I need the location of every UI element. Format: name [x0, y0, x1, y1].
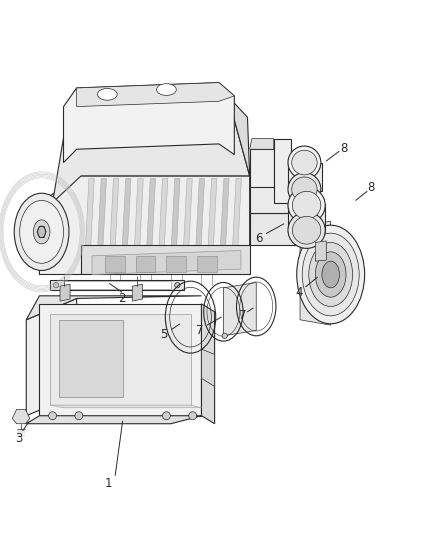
Ellipse shape — [38, 226, 46, 238]
Ellipse shape — [292, 216, 321, 244]
Ellipse shape — [175, 282, 180, 288]
Polygon shape — [197, 256, 217, 272]
Polygon shape — [50, 405, 201, 408]
Polygon shape — [59, 320, 123, 397]
Text: 7: 7 — [196, 324, 204, 337]
Polygon shape — [110, 179, 119, 248]
Polygon shape — [105, 256, 125, 272]
Ellipse shape — [33, 220, 50, 244]
Polygon shape — [26, 296, 201, 320]
Ellipse shape — [309, 243, 353, 306]
Polygon shape — [26, 416, 201, 424]
Ellipse shape — [288, 212, 325, 248]
Polygon shape — [288, 163, 322, 191]
Polygon shape — [12, 409, 30, 424]
Text: 8: 8 — [368, 181, 375, 194]
Polygon shape — [147, 179, 155, 248]
Ellipse shape — [20, 200, 64, 263]
Polygon shape — [250, 187, 302, 213]
Polygon shape — [98, 179, 106, 248]
Polygon shape — [196, 179, 205, 248]
Polygon shape — [220, 179, 229, 248]
Ellipse shape — [222, 333, 227, 338]
Text: 4: 4 — [295, 286, 303, 298]
Ellipse shape — [157, 84, 176, 95]
Polygon shape — [171, 179, 180, 248]
Polygon shape — [50, 314, 191, 405]
Polygon shape — [81, 245, 250, 274]
Polygon shape — [250, 149, 274, 229]
Polygon shape — [274, 139, 291, 203]
Ellipse shape — [297, 225, 364, 324]
Polygon shape — [24, 208, 39, 253]
Text: 3: 3 — [15, 432, 22, 445]
Ellipse shape — [189, 411, 197, 420]
Text: 8: 8 — [340, 142, 347, 155]
Ellipse shape — [75, 411, 83, 420]
Polygon shape — [122, 179, 131, 248]
Polygon shape — [166, 256, 186, 272]
Polygon shape — [201, 349, 215, 386]
Polygon shape — [201, 304, 215, 424]
Text: 1: 1 — [105, 477, 113, 490]
Ellipse shape — [288, 187, 325, 223]
Ellipse shape — [322, 261, 339, 288]
Text: 6: 6 — [255, 232, 263, 245]
Polygon shape — [134, 179, 143, 248]
Polygon shape — [50, 280, 184, 290]
Ellipse shape — [292, 177, 317, 201]
Polygon shape — [39, 176, 250, 274]
Polygon shape — [223, 282, 256, 336]
Ellipse shape — [49, 411, 57, 420]
Ellipse shape — [53, 282, 59, 288]
Polygon shape — [159, 179, 168, 248]
Polygon shape — [92, 251, 241, 274]
Polygon shape — [132, 284, 142, 301]
Polygon shape — [208, 179, 217, 248]
Ellipse shape — [292, 191, 321, 219]
Ellipse shape — [315, 252, 346, 297]
Polygon shape — [184, 179, 192, 248]
Ellipse shape — [162, 411, 170, 420]
Polygon shape — [64, 83, 234, 163]
Text: 2: 2 — [118, 292, 126, 305]
Polygon shape — [85, 179, 94, 248]
Polygon shape — [136, 256, 155, 272]
Ellipse shape — [288, 173, 321, 206]
Polygon shape — [64, 281, 171, 289]
Polygon shape — [300, 221, 331, 325]
Ellipse shape — [292, 150, 317, 175]
Polygon shape — [60, 284, 70, 301]
Polygon shape — [26, 298, 77, 416]
Polygon shape — [250, 213, 307, 245]
Polygon shape — [228, 96, 250, 176]
Ellipse shape — [302, 233, 359, 316]
Polygon shape — [288, 204, 325, 232]
Text: 5: 5 — [161, 328, 168, 341]
Ellipse shape — [14, 193, 69, 271]
Polygon shape — [233, 179, 241, 248]
Ellipse shape — [97, 88, 117, 100]
Polygon shape — [77, 83, 234, 107]
Ellipse shape — [288, 146, 321, 179]
Polygon shape — [315, 241, 326, 261]
Polygon shape — [250, 139, 274, 149]
Polygon shape — [53, 96, 250, 203]
Text: 7: 7 — [239, 309, 247, 322]
Polygon shape — [39, 304, 201, 416]
